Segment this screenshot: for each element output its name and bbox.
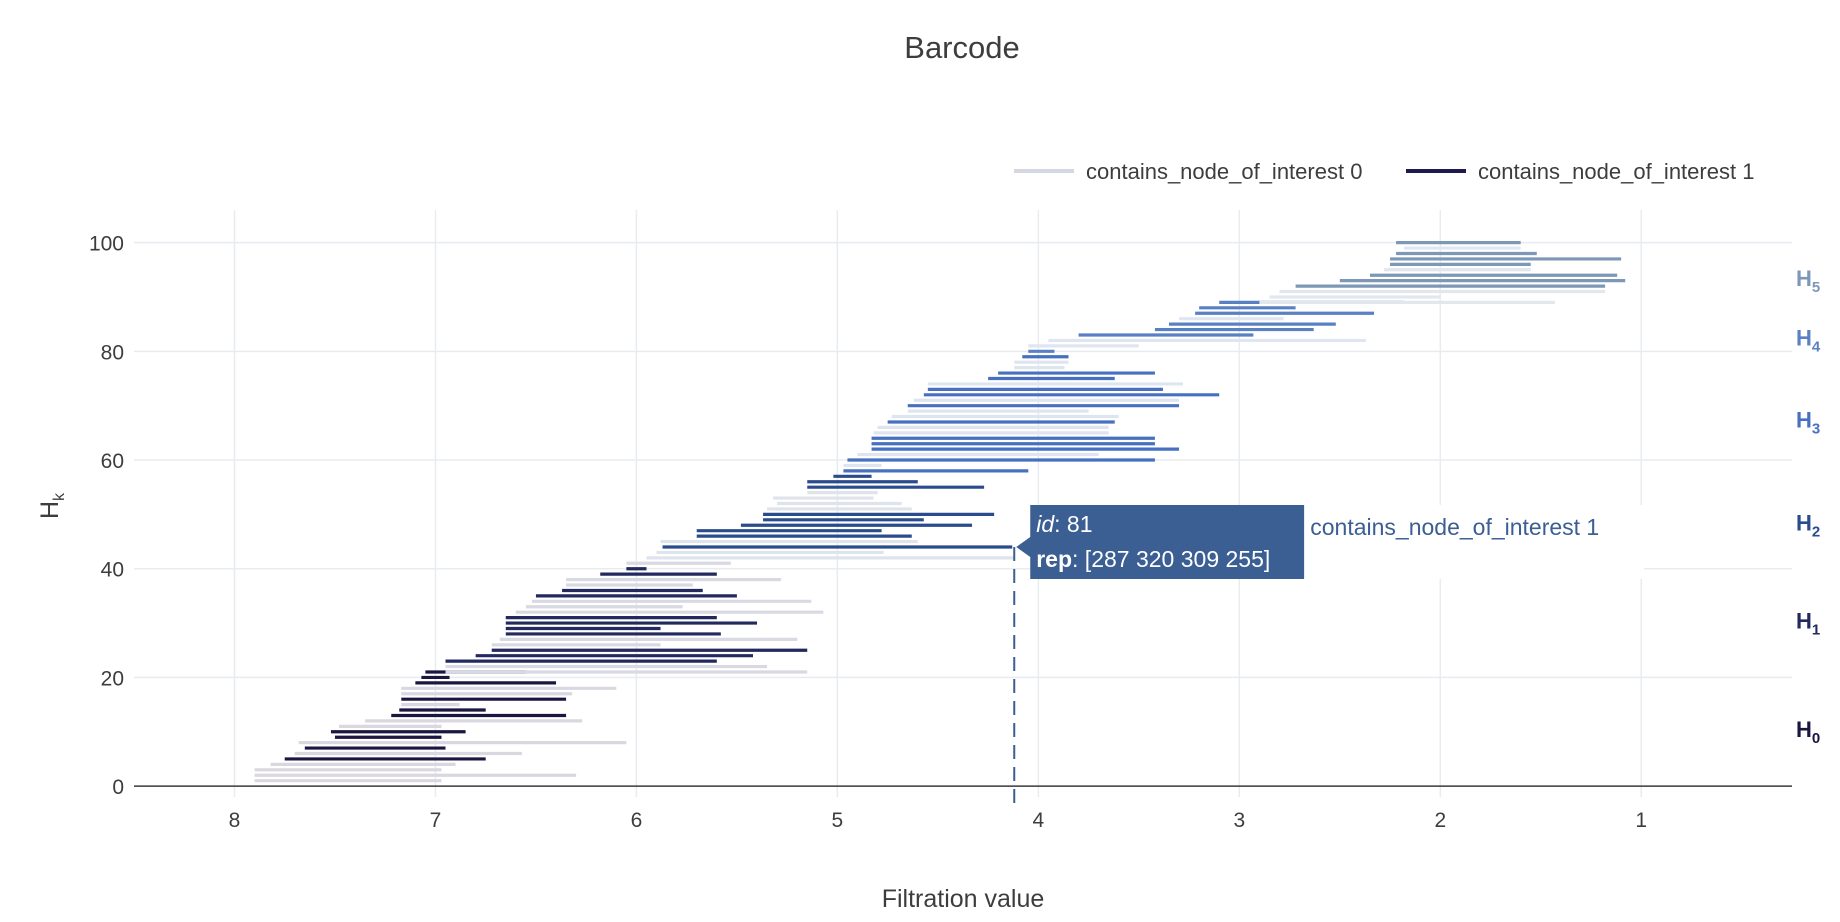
- x-tick-label: 8: [229, 809, 241, 832]
- y-axis-title: Hk: [36, 492, 68, 519]
- y-tick-label: 80: [101, 341, 124, 364]
- group-label-h2: H2: [1796, 511, 1820, 541]
- tooltip-series-name: contains_node_of_interest 1: [1310, 514, 1599, 540]
- group-label-main: H: [1796, 266, 1812, 291]
- legend-label-1: contains_node_of_interest 1: [1478, 159, 1754, 184]
- y-axis-title-main: H: [36, 501, 64, 519]
- group-label-main: H: [1796, 511, 1812, 536]
- tooltip-rep: rep: [287 320 309 255]: [1036, 546, 1270, 572]
- group-label-h5: H5: [1796, 266, 1820, 296]
- group-label-h3: H3: [1796, 407, 1820, 437]
- y-tick-label: 60: [101, 450, 124, 473]
- legend[interactable]: contains_node_of_interest 0 contains_nod…: [1014, 159, 1754, 184]
- group-label-main: H: [1796, 717, 1812, 742]
- group-label-main: H: [1796, 326, 1812, 351]
- group-label-sub: 5: [1812, 279, 1820, 296]
- x-tick-label: 7: [430, 809, 442, 832]
- grid-lines: [134, 210, 1792, 797]
- y-axis-ticks: 0 20 40 60 80 100: [89, 233, 124, 800]
- barcode-bars[interactable]: [254, 241, 1626, 783]
- group-label-main: H: [1796, 407, 1812, 432]
- x-axis-title: Filtration value: [882, 885, 1045, 913]
- tooltip-id-label: id: [1036, 511, 1055, 537]
- chart-title: Barcode: [904, 30, 1019, 65]
- group-label-h4: H4: [1796, 326, 1821, 356]
- y-tick-label: 40: [101, 559, 124, 582]
- group-label-sub: 3: [1812, 420, 1820, 437]
- tooltip-id: id: 81: [1036, 511, 1092, 537]
- group-label-h0: H0: [1796, 717, 1820, 747]
- x-tick-label: 4: [1033, 809, 1045, 832]
- x-tick-label: 6: [631, 809, 643, 832]
- y-axis-title-sub: k: [51, 492, 68, 501]
- tooltip-rep-value: : [287 320 309 255]: [1072, 546, 1270, 572]
- group-label-sub: 2: [1812, 524, 1820, 541]
- legend-label-0: contains_node_of_interest 0: [1086, 159, 1362, 184]
- y-tick-label: 20: [101, 667, 124, 690]
- tooltip-id-value: : 81: [1054, 511, 1092, 537]
- legend-item-0[interactable]: contains_node_of_interest 0: [1014, 159, 1362, 184]
- tooltip-box: [1016, 505, 1305, 579]
- group-label-sub: 4: [1812, 339, 1821, 356]
- x-tick-label: 1: [1635, 809, 1647, 832]
- hover-tooltip: id: 81 rep: [287 320 309 255] contains_n…: [1013, 505, 1645, 803]
- tooltip-name-background: [1304, 505, 1645, 579]
- x-tick-label: 5: [832, 809, 844, 832]
- x-axis-ticks: 8 7 6 5 4 3 2 1: [229, 809, 1647, 832]
- group-label-main: H: [1796, 608, 1812, 633]
- x-tick-label: 3: [1233, 809, 1245, 832]
- legend-item-1[interactable]: contains_node_of_interest 1: [1406, 159, 1754, 184]
- y-tick-label: 100: [89, 233, 124, 256]
- x-tick-label: 2: [1434, 809, 1446, 832]
- tooltip-rep-label: rep: [1036, 546, 1072, 572]
- y-tick-label: 0: [112, 776, 124, 799]
- group-label-sub: 1: [1812, 621, 1820, 638]
- group-label-sub: 0: [1812, 730, 1820, 747]
- group-label-h1: H1: [1796, 608, 1820, 638]
